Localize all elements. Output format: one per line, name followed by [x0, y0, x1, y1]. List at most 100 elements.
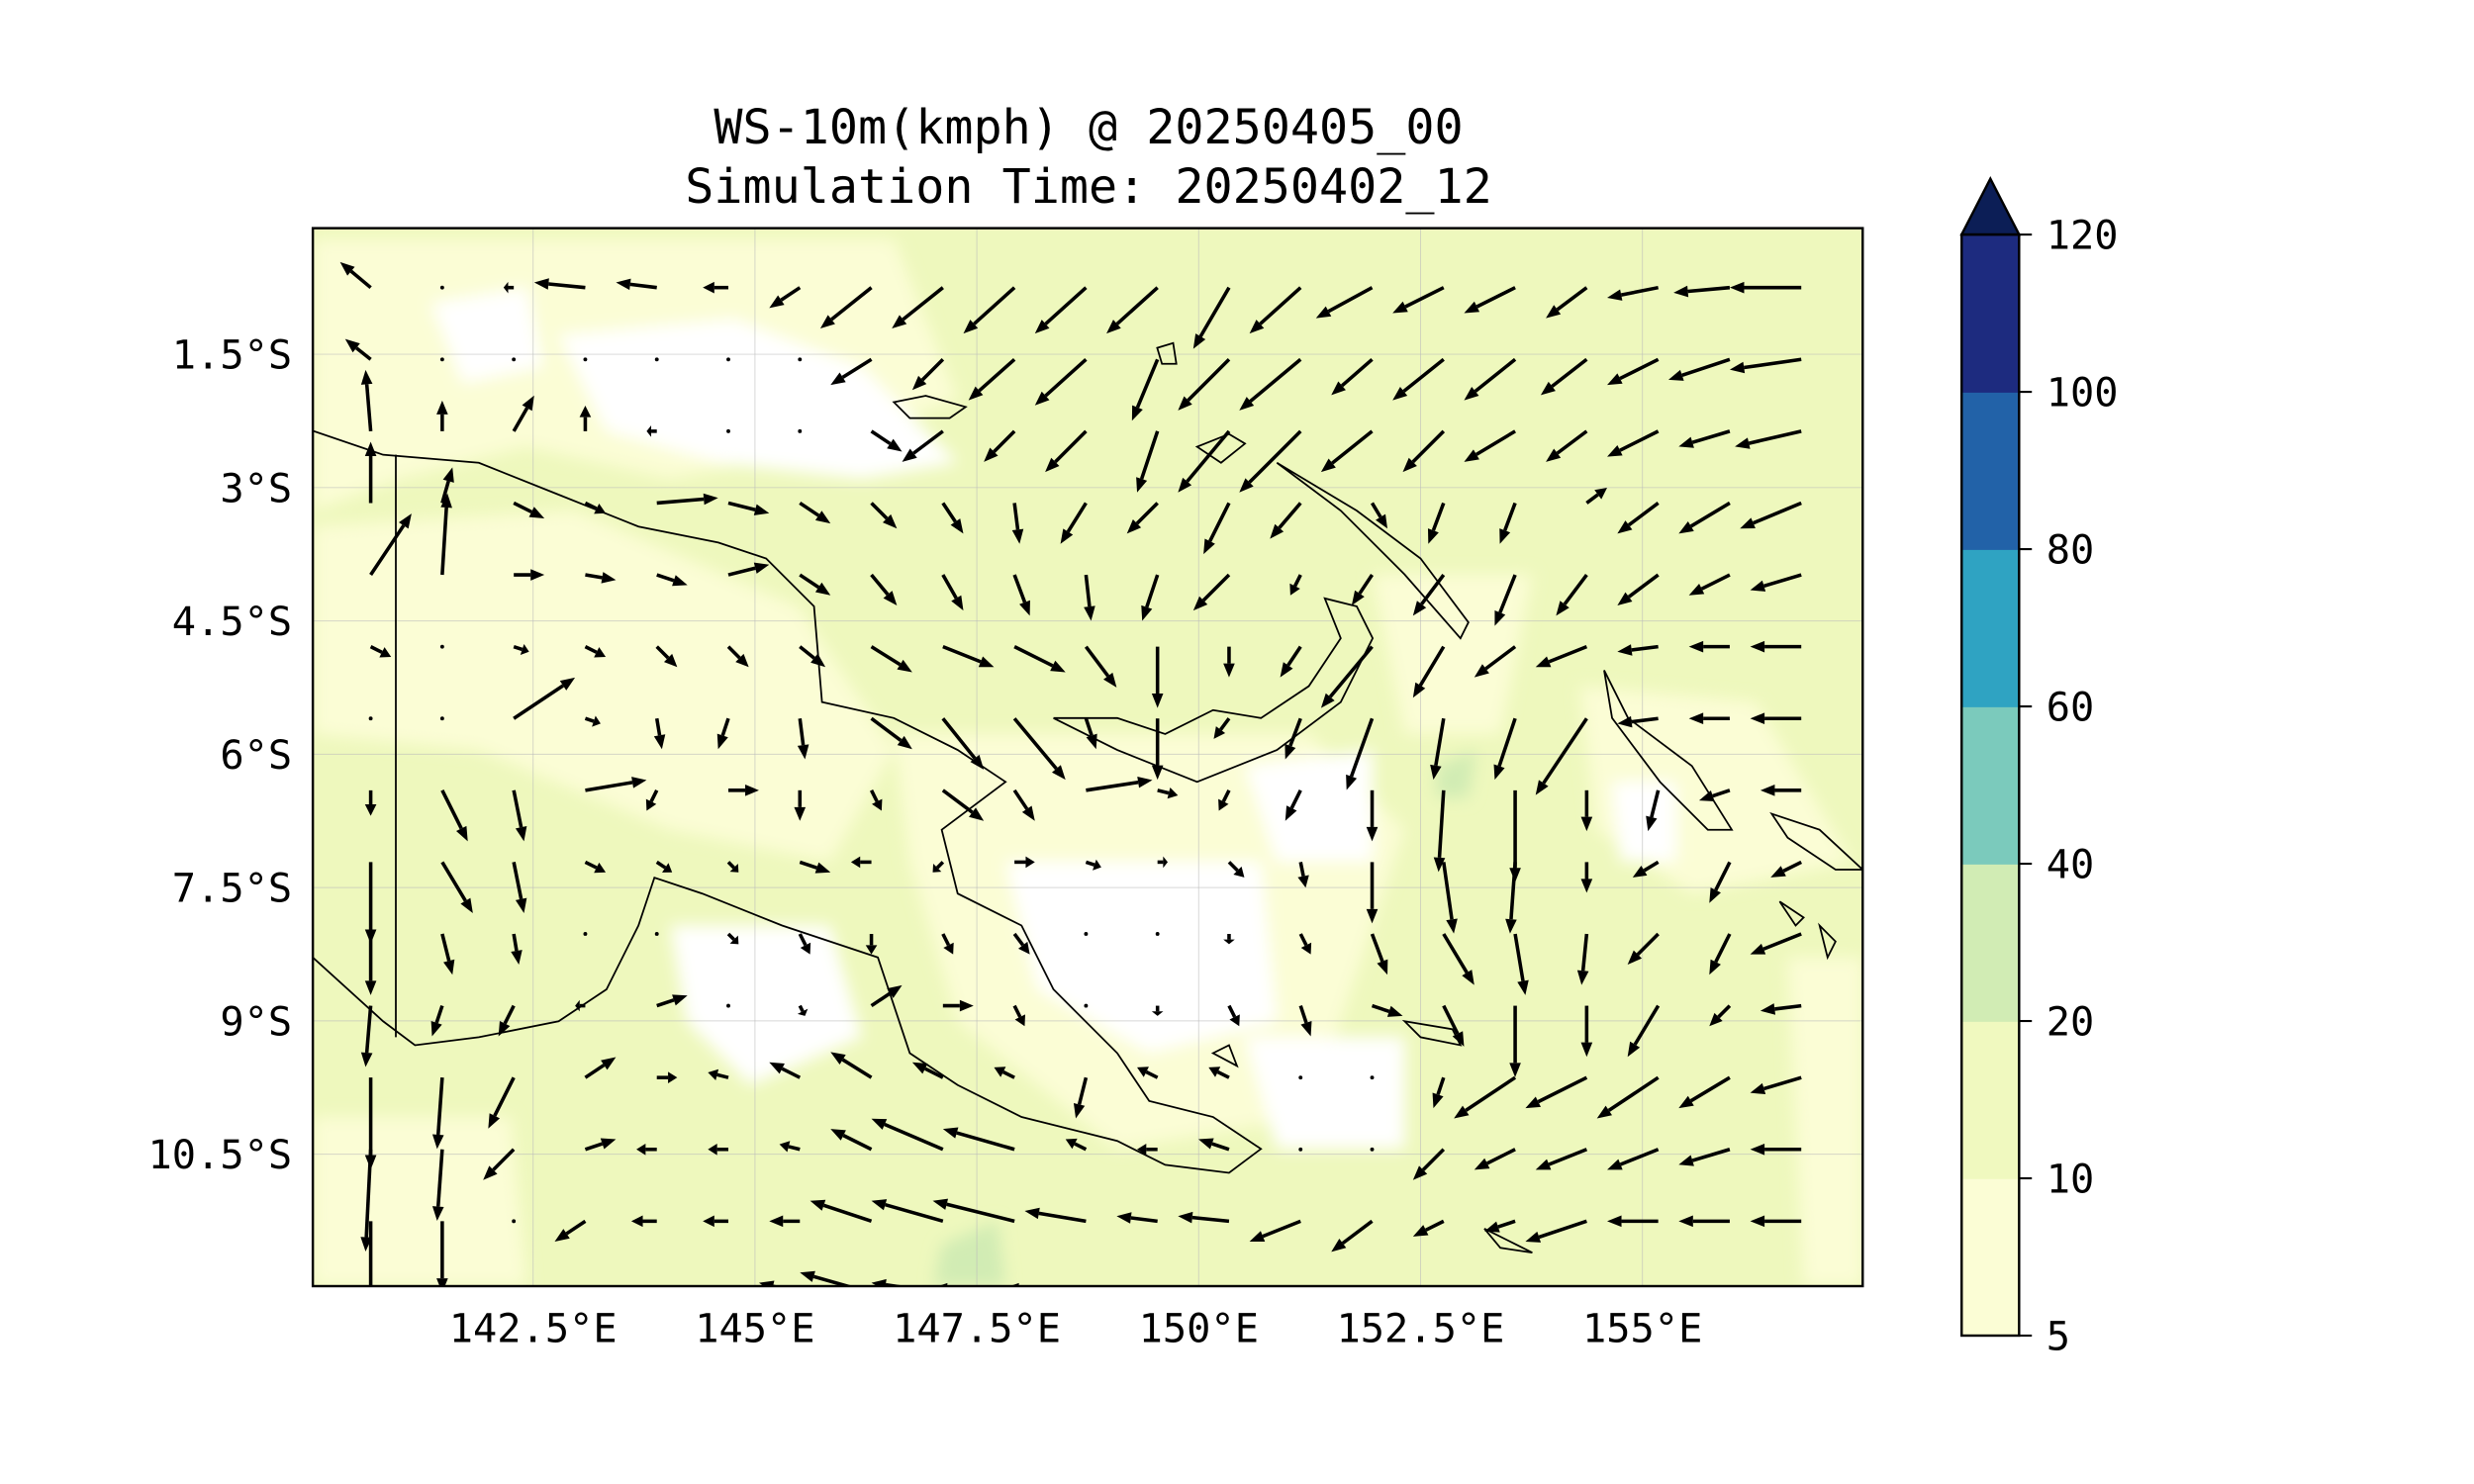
- wind-arrow: [1289, 574, 1302, 596]
- wind-arrow: [1607, 429, 1660, 457]
- wind-arrow: [344, 338, 372, 361]
- wind-arrow: [1351, 574, 1374, 606]
- coastline-solomon-islands: [1769, 811, 1863, 961]
- wind-arrow: [1607, 1215, 1659, 1228]
- wind-arrow: [1505, 862, 1517, 934]
- wind-arrow: [1227, 861, 1245, 878]
- wind-arrow: [1750, 1215, 1802, 1228]
- wind-arrow: [1331, 357, 1374, 396]
- wind-arrow: [1402, 429, 1446, 473]
- wind-arrow: [440, 1291, 444, 1295]
- wind-arrow: [1750, 1075, 1802, 1095]
- wind-arrow: [512, 1219, 517, 1224]
- wind-arrow: [1698, 788, 1731, 802]
- coastline-bougainville: [1603, 670, 1734, 831]
- wind-arrow: [941, 717, 985, 770]
- wind-arrow: [1331, 1219, 1374, 1252]
- wind-arrow: [440, 789, 468, 842]
- wind-arrow: [1454, 1075, 1517, 1119]
- wind-arrow: [1141, 574, 1160, 621]
- wind-arrow: [1298, 1147, 1303, 1152]
- wind-arrow: [364, 441, 377, 504]
- wind-arrow: [584, 501, 607, 514]
- wind-arrow: [769, 1062, 802, 1079]
- wind-arrow: [1371, 1003, 1403, 1017]
- wind-arrow: [1740, 501, 1802, 529]
- wind-arrow: [1729, 357, 1802, 374]
- wind-arrow: [1012, 717, 1066, 781]
- wind-arrow: [994, 1067, 1015, 1079]
- wind-arrow: [1627, 1004, 1661, 1058]
- wind-arrow: [575, 999, 586, 1012]
- wind-arrow: [1012, 932, 1030, 955]
- wind-arrow: [653, 717, 666, 750]
- wind-arrow: [1688, 573, 1731, 596]
- wind-arrow: [941, 502, 964, 534]
- wind-arrow: [1197, 1138, 1230, 1152]
- wind-arrow: [1535, 1148, 1588, 1170]
- wind-arrow: [1157, 856, 1169, 869]
- wind-arrow: [436, 1221, 448, 1286]
- wind-arrow: [1667, 357, 1731, 381]
- wind-arrow: [1392, 286, 1445, 314]
- y-tick-label: 1.5°S: [172, 332, 292, 379]
- wind-arrow: [865, 933, 878, 955]
- wind-arrow: [968, 357, 1016, 401]
- wind-arrow: [1432, 1076, 1446, 1109]
- wind-arrow: [1535, 717, 1588, 795]
- wind-arrow: [1513, 933, 1529, 995]
- wind-arrow: [616, 278, 657, 291]
- wind-arrow: [1484, 1219, 1516, 1233]
- wind-arrow: [1270, 502, 1302, 539]
- wind-arrow: [797, 1004, 809, 1016]
- wind-arrow: [584, 715, 601, 727]
- wind-arrow: [1632, 860, 1660, 878]
- wind-arrow: [1678, 501, 1731, 534]
- wind-arrow: [869, 789, 883, 811]
- wind-arrow: [1086, 776, 1153, 792]
- chart-subtitle: Simulation Time: 20250402_12: [685, 159, 1491, 215]
- wind-arrow: [1430, 717, 1446, 781]
- wind-arrow: [1729, 281, 1802, 294]
- wind-arrow: [1638, 1287, 1659, 1299]
- wind-arrow: [1076, 1287, 1158, 1299]
- wind-arrow: [1060, 502, 1088, 544]
- y-tick-label: 7.5°S: [172, 866, 292, 912]
- wind-arrow: [364, 933, 377, 995]
- wind-arrow: [1084, 645, 1117, 688]
- wind-arrow: [716, 717, 730, 750]
- wind-arrow: [1366, 789, 1379, 842]
- wind-arrow: [1034, 357, 1088, 406]
- colorbar: 5 10 20 40 60 80 100 120: [1959, 176, 2119, 1360]
- wind-arrow: [1126, 502, 1159, 534]
- colorbar-segment: [1961, 1021, 2020, 1179]
- wind-arrow: [798, 428, 803, 433]
- wind-arrow: [1750, 640, 1802, 653]
- wind-arrow: [799, 501, 831, 524]
- wind-arrow: [439, 357, 444, 362]
- wind-arrow: [932, 861, 945, 873]
- wind-arrow: [1499, 502, 1517, 544]
- wind-arrow: [1084, 574, 1095, 621]
- colorbar-tick-label: 20: [2046, 999, 2095, 1046]
- wind-arrow: [626, 1287, 657, 1299]
- wind-arrow: [1366, 862, 1379, 924]
- wind-arrow: [1442, 933, 1475, 985]
- coastlines: [313, 341, 1863, 1254]
- wind-arrow: [1011, 503, 1024, 544]
- wind-arrow: [1192, 286, 1231, 349]
- wind-arrow: [1203, 502, 1231, 555]
- wind-arrow: [503, 281, 515, 294]
- wind-arrow: [1525, 1219, 1587, 1243]
- wind-arrow: [1370, 1075, 1375, 1080]
- wind-arrow: [809, 1199, 873, 1224]
- wind-arrow: [655, 645, 678, 668]
- wind-arrow: [1678, 429, 1731, 448]
- colorbar-segment: [1961, 706, 2020, 865]
- colorbar-segment: [1961, 1178, 2020, 1337]
- wind-arrow: [583, 932, 588, 936]
- wind-arrow: [1709, 861, 1732, 903]
- wind-arrow: [512, 357, 517, 362]
- wind-arrow: [799, 645, 826, 668]
